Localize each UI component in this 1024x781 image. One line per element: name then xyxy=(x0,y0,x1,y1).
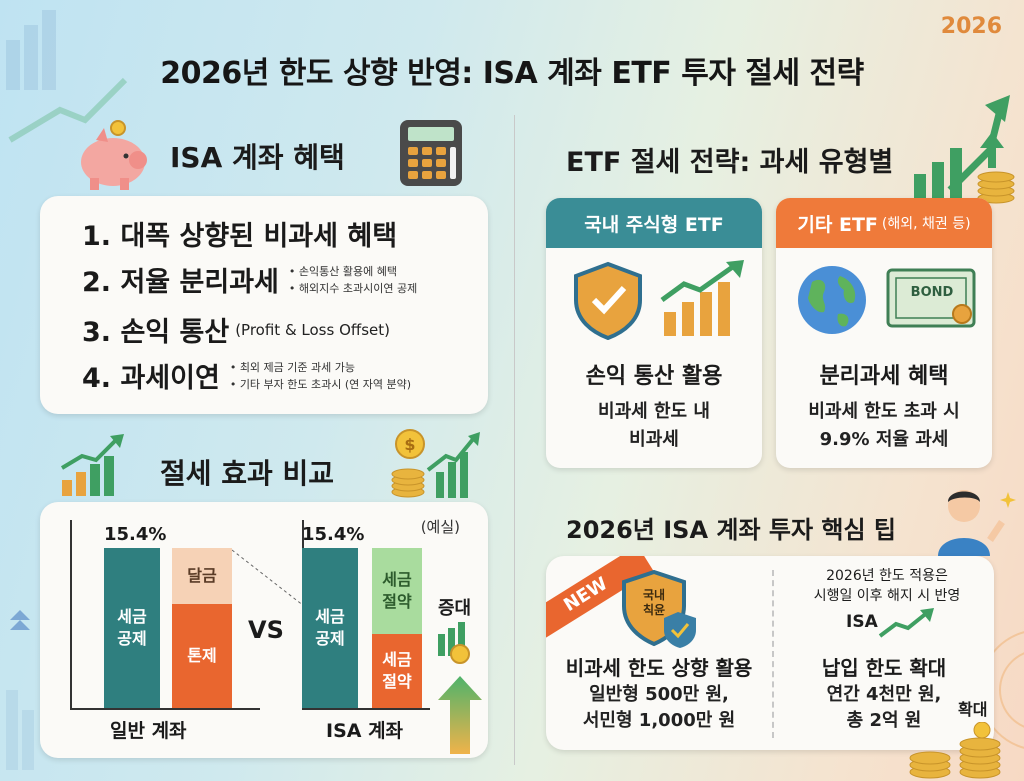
example-note: (예실) xyxy=(420,518,460,536)
column-divider xyxy=(514,115,515,765)
growth-chart-icon xyxy=(660,260,744,336)
etf-card-header: 국내 주식형 ETF xyxy=(546,198,762,248)
shield-text: 국내 칙윤 xyxy=(642,588,666,617)
isa-bottom-bar: 세금 절약 xyxy=(372,634,422,708)
page-title: 2026년 한도 상향 반영: ISA 계좌 ETF 투자 절세 전략 xyxy=(160,56,864,91)
etf-card-label: 손익 통산 활용 xyxy=(585,364,723,389)
benefit-label: 1. 대폭 상향된 비과세 혜택 xyxy=(82,221,398,252)
isa-benefits-title: ISA 계좌 혜택 xyxy=(170,141,345,174)
general-x-axis xyxy=(70,708,260,710)
tip-right-desc: 연간 4천만 원, 총 2억 원 xyxy=(826,684,942,731)
isa-account-label: ISA 계좌 xyxy=(326,720,404,742)
general-tax-bar: 세금 공제 xyxy=(104,548,160,708)
note-line: 해외지수 초과시이연 공제 xyxy=(289,280,417,297)
tip-right-note: 2026년 한도 적용은 시행일 이후 해지 시 반영 xyxy=(813,568,961,604)
benefit-label: 3. 손익 통산 xyxy=(82,317,230,348)
svg-text:$: $ xyxy=(404,435,415,454)
note-line: 손익통산 활용에 혜택 xyxy=(289,263,417,280)
tips-title: 2026년 ISA 계좌 투자 핵심 팁 xyxy=(566,516,897,544)
benefit-label: 2. 저율 분리과세 xyxy=(82,267,279,298)
etf-card-header-label: 기타 ETF xyxy=(797,213,878,236)
comparison-title: 절세 효과 비교 xyxy=(160,457,335,490)
isa-benefits-card: 1. 대폭 상향된 비과세 혜택 2. 저율 분리과세 손익통산 활용에 혜택 … xyxy=(40,196,488,414)
benefit-item-2: 2. 저율 분리과세 손익통산 활용에 혜택 해외지수 초과시이연 공제 xyxy=(82,260,417,299)
tip-left-title: 비과세 한도 상향 활용 xyxy=(565,656,753,680)
growth-chart-icon xyxy=(60,434,124,496)
person-avatar-icon xyxy=(938,490,1016,556)
isa-pct-label: 15.4% xyxy=(302,524,365,545)
coins-growth-icon: $ xyxy=(391,429,480,498)
connector-line xyxy=(232,549,305,607)
globe-icon xyxy=(798,266,866,334)
tip-right-title: 납입 한도 확대 xyxy=(821,656,947,680)
etf-card-header: 기타 ETF (해외, 채권 등) xyxy=(776,198,992,248)
increase-arrow-icon xyxy=(438,622,482,754)
etf-strategy-title: ETF 절세 전략: 과세 유형별 xyxy=(566,147,894,178)
benefit-label: 4. 과세이연 xyxy=(82,363,220,394)
note-line: 기타 부자 한도 초과시 (연 자역 분약) xyxy=(230,376,411,393)
general-bottom-bar: 톤제 xyxy=(172,604,232,708)
piggy-bank-icon xyxy=(81,120,147,190)
tips-divider xyxy=(772,570,774,738)
bond-certificate-icon: BOND xyxy=(886,268,976,328)
tips-card: NEW 국내 칙윤 비과세 한도 상향 활용 일반형 500만 원, 서민형 1… xyxy=(546,556,994,750)
shield-check-icon xyxy=(574,261,642,340)
bond-text: BOND xyxy=(911,285,954,300)
isa-tax-bar: 세금 공제 xyxy=(302,548,358,708)
benefit-item-4: 4. 과세이연 최외 제금 기준 과세 가능 기타 부자 한도 초과시 (연 자… xyxy=(82,356,411,395)
up-trend-icon xyxy=(878,608,934,638)
increase-label: 증대 xyxy=(438,598,472,619)
isa-top-bar: 세금 절약 xyxy=(372,548,422,634)
note-line: 최외 제금 기준 과세 가능 xyxy=(230,359,411,376)
coin-stack-icon xyxy=(909,722,1001,779)
etf-card-desc: 비과세 한도 내 비과세 xyxy=(598,401,710,450)
etf-card-other: 기타 ETF (해외, 채권 등) BOND 분리과세 혜택 비과세 한도 초과… xyxy=(776,198,992,468)
year-badge: 2026 xyxy=(940,14,1002,39)
general-account-label: 일반 계좌 xyxy=(110,720,187,742)
etf-card-label: 분리과세 혜택 xyxy=(819,364,949,389)
etf-card-desc: 비과세 한도 초과 시 9.9% 저율 과세 xyxy=(808,401,960,450)
etf-card-header-note: (해외, 채권 등) xyxy=(881,216,971,232)
expand-label: 확대 xyxy=(958,700,988,719)
benefit-notes: 손익통산 활용에 혜택 해외지수 초과시이연 공제 xyxy=(289,263,417,297)
benefit-item-3: 3. 손익 통산 (Profit & Loss Offset) xyxy=(82,310,390,349)
comparison-card: (예실) 15.4% 세금 공제 달금 톤제 일반 계좌 VS 15.4% 세금… xyxy=(40,502,488,758)
etf-card-domestic: 국내 주식형 ETF 손익 통산 활용 비과세 한도 내 비과세 xyxy=(546,198,762,468)
general-pct-label: 15.4% xyxy=(104,524,167,545)
calculator-icon xyxy=(400,120,462,186)
benefit-item-1: 1. 대폭 상향된 비과세 혜택 xyxy=(82,214,397,253)
shield-badge-icon xyxy=(622,570,696,648)
tip-left-desc: 일반형 500만 원, 서민형 1,000만 원 xyxy=(582,684,736,731)
benefit-sub: (Profit & Loss Offset) xyxy=(235,320,391,339)
isa-label: ISA xyxy=(846,612,878,632)
coins-chart-icon xyxy=(914,132,1015,204)
vs-label: VS xyxy=(248,616,284,644)
general-top-bar: 달금 xyxy=(172,548,232,604)
benefit-notes: 최외 제금 기준 과세 가능 기타 부자 한도 초과시 (연 자역 분약) xyxy=(230,359,411,393)
isa-x-axis xyxy=(302,708,430,710)
etf-card-header-label: 국내 주식형 ETF xyxy=(584,213,724,236)
general-y-axis xyxy=(70,520,72,710)
